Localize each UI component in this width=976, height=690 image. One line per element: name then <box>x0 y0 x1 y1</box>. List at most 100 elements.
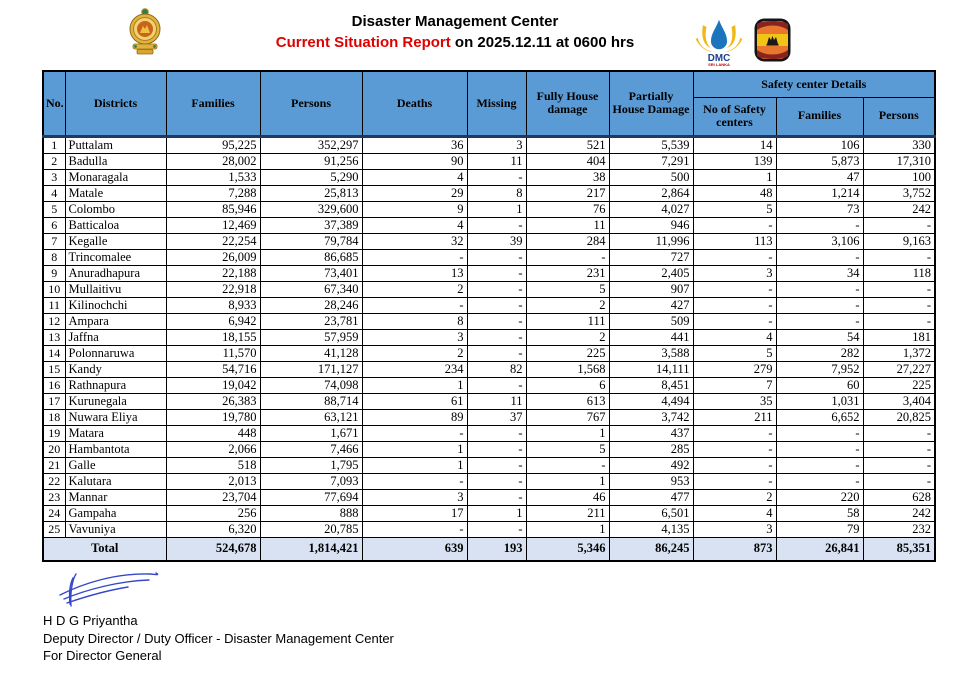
cell-fully-damage: 1,568 <box>525 360 610 378</box>
cell-deaths: 1 <box>361 440 468 458</box>
cell-partially-damage: 4,494 <box>608 392 694 410</box>
cell-deaths: 1 <box>361 376 468 394</box>
table-row: 14 Polonnaruwa 11,570 41,128 2 - 225 3,5… <box>42 344 936 362</box>
table-header: No. Districts Families Persons Deaths Mi… <box>42 70 936 138</box>
cell-safety-families: 58 <box>775 504 864 522</box>
table-row: 25 Vavuniya 6,320 20,785 - - 1 4,135 3 7… <box>42 520 936 538</box>
cell-persons: 20,785 <box>259 520 363 538</box>
table-row: 9 Anuradhapura 22,188 73,401 13 - 231 2,… <box>42 264 936 282</box>
cell-missing: 1 <box>466 200 527 218</box>
cell-partially-damage: 500 <box>608 168 694 186</box>
cell-missing: - <box>466 312 527 330</box>
cell-fully-damage: 284 <box>525 232 610 250</box>
cell-partially-damage: 4,135 <box>608 520 694 538</box>
cell-persons: 88,714 <box>259 392 363 410</box>
cell-missing: - <box>466 472 527 490</box>
cell-no: 16 <box>42 376 66 394</box>
cell-district: Trincomalee <box>64 248 167 266</box>
cell-deaths: 8 <box>361 312 468 330</box>
table-row: 23 Mannar 23,704 77,694 3 - 46 477 2 220… <box>42 488 936 506</box>
cell-deaths: - <box>361 424 468 442</box>
cell-district: Gampaha <box>64 504 167 522</box>
cell-safety-persons: 628 <box>862 488 936 506</box>
cell-families: 22,918 <box>165 280 261 298</box>
table-row: 16 Rathnapura 19,042 74,098 1 - 6 8,451 … <box>42 376 936 394</box>
cell-fully-damage: 613 <box>525 392 610 410</box>
cell-deaths: 13 <box>361 264 468 282</box>
cell-fully-damage: 5 <box>525 440 610 458</box>
cell-deaths: 9 <box>361 200 468 218</box>
cell-partially-damage: 492 <box>608 456 694 474</box>
cell-no: 21 <box>42 456 66 474</box>
cell-deaths: 4 <box>361 216 468 234</box>
cell-safety-persons: 1,372 <box>862 344 936 362</box>
cell-no: 18 <box>42 408 66 426</box>
cell-safety-families: - <box>775 312 864 330</box>
cell-missing: - <box>466 328 527 346</box>
cell-safety-count: 5 <box>692 344 777 362</box>
cell-persons: 171,127 <box>259 360 363 378</box>
cell-safety-families: - <box>775 440 864 458</box>
table-row: 24 Gampaha 256 888 17 1 211 6,501 4 58 2… <box>42 504 936 522</box>
cell-fully-damage: 404 <box>525 152 610 170</box>
cell-families: 19,042 <box>165 376 261 394</box>
cell-safety-persons: 100 <box>862 168 936 186</box>
cell-safety-persons: 17,310 <box>862 152 936 170</box>
report-subtitle-date: on 2025.12.11 at 0600 hrs <box>450 34 635 51</box>
cell-safety-families: 54 <box>775 328 864 346</box>
cell-safety-families: - <box>775 456 864 474</box>
cell-partially-damage: 5,539 <box>608 135 694 154</box>
cell-safety-persons: - <box>862 296 936 314</box>
cell-missing: - <box>466 280 527 298</box>
cell-safety-persons: 3,404 <box>862 392 936 410</box>
cell-fully-damage: 1 <box>525 472 610 490</box>
cell-persons: 74,098 <box>259 376 363 394</box>
cell-no: 6 <box>42 216 66 234</box>
cell-safety-persons: 232 <box>862 520 936 538</box>
cell-persons: 352,297 <box>259 135 363 154</box>
cell-safety-persons: 3,752 <box>862 184 936 202</box>
cell-safety-count: - <box>692 296 777 314</box>
cell-persons: 329,600 <box>259 200 363 218</box>
cell-safety-families: - <box>775 472 864 490</box>
report-titles: Disaster Management Center Current Situa… <box>0 12 910 54</box>
cell-safety-persons: - <box>862 216 936 234</box>
cell-safety-persons: 181 <box>862 328 936 346</box>
total-missing: 193 <box>466 536 527 562</box>
table-row: 15 Kandy 54,716 171,127 234 82 1,568 14,… <box>42 360 936 378</box>
cell-district: Kandy <box>64 360 167 378</box>
cell-district: Colombo <box>64 200 167 218</box>
table-row: 21 Galle 518 1,795 1 - - 492 - - - <box>42 456 936 474</box>
cell-district: Kilinochchi <box>64 296 167 314</box>
cell-families: 11,570 <box>165 344 261 362</box>
cell-district: Kalutara <box>64 472 167 490</box>
cell-safety-persons: 242 <box>862 200 936 218</box>
cell-safety-families: - <box>775 248 864 266</box>
ministry-crest-icon <box>754 18 791 67</box>
cell-missing: - <box>466 520 527 538</box>
cell-deaths: 61 <box>361 392 468 410</box>
cell-no: 23 <box>42 488 66 506</box>
cell-families: 23,704 <box>165 488 261 506</box>
cell-persons: 25,813 <box>259 184 363 202</box>
cell-deaths: 2 <box>361 344 468 362</box>
cell-partially-damage: 509 <box>608 312 694 330</box>
table-row: 6 Batticaloa 12,469 37,389 4 - 11 946 - … <box>42 216 936 234</box>
cell-safety-families: 106 <box>775 135 864 154</box>
cell-fully-damage: 521 <box>525 135 610 154</box>
cell-missing: 8 <box>466 184 527 202</box>
cell-no: 19 <box>42 424 66 442</box>
cell-district: Jaffna <box>64 328 167 346</box>
cell-partially-damage: 7,291 <box>608 152 694 170</box>
signature <box>52 564 976 612</box>
total-families: 524,678 <box>165 536 261 562</box>
cell-fully-damage: - <box>525 456 610 474</box>
signatory-designation: Deputy Director / Duty Officer - Disaste… <box>43 630 394 646</box>
cell-partially-damage: 907 <box>608 280 694 298</box>
cell-district: Nuwara Eliya <box>64 408 167 426</box>
cell-fully-damage: 11 <box>525 216 610 234</box>
report-subtitle: Current Situation Report on 2025.12.11 a… <box>0 32 910 54</box>
cell-fully-damage: 1 <box>525 424 610 442</box>
cell-safety-persons: 118 <box>862 264 936 282</box>
cell-persons: 79,784 <box>259 232 363 250</box>
